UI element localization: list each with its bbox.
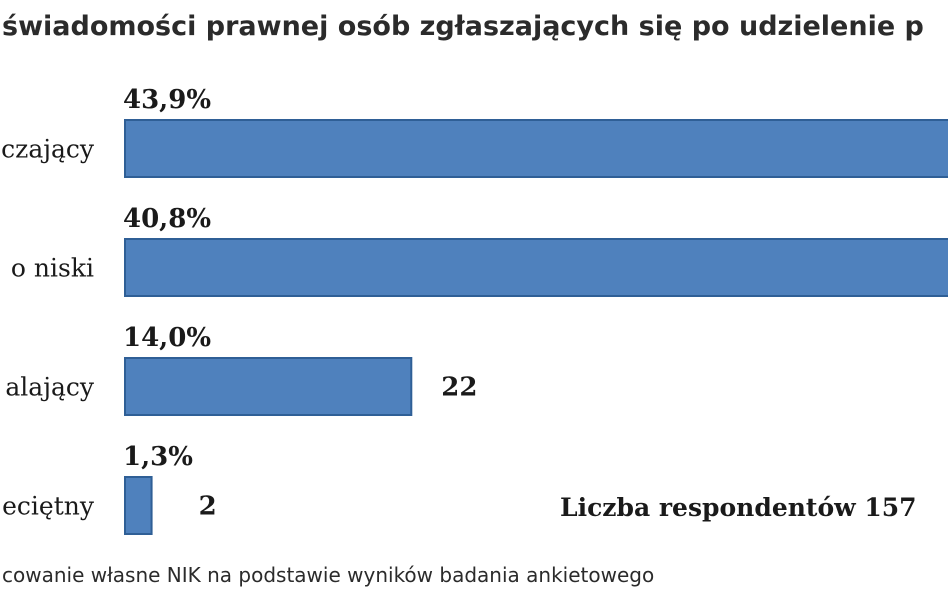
bar-3 xyxy=(124,357,413,416)
value-label-2: 40,8% xyxy=(123,204,211,234)
category-label-2: o niski xyxy=(11,254,94,283)
category-label-3: alający xyxy=(5,373,94,402)
count-label-4: 2 xyxy=(199,492,217,522)
value-label-1: 43,9% xyxy=(123,85,211,115)
value-label-4: 1,3% xyxy=(123,442,193,472)
category-label-4: eciętny xyxy=(2,492,95,521)
bars-layer: czający 43,9% o niski 40,8% alający 14,0% 22 ec… xyxy=(1,85,948,535)
bar-4 xyxy=(124,476,153,535)
chart-title: świadomości prawnej osób zgłaszających s… xyxy=(2,11,924,42)
respondents-count-label: Liczba respondentów 157 xyxy=(560,493,917,522)
bar-2 xyxy=(124,238,948,297)
value-label-3: 14,0% xyxy=(123,323,211,353)
bar-1 xyxy=(124,119,948,178)
count-label-3: 22 xyxy=(441,373,477,403)
source-note: cowanie własne NIK na podstawie wyników … xyxy=(2,563,654,587)
category-label-1: czający xyxy=(1,135,95,164)
